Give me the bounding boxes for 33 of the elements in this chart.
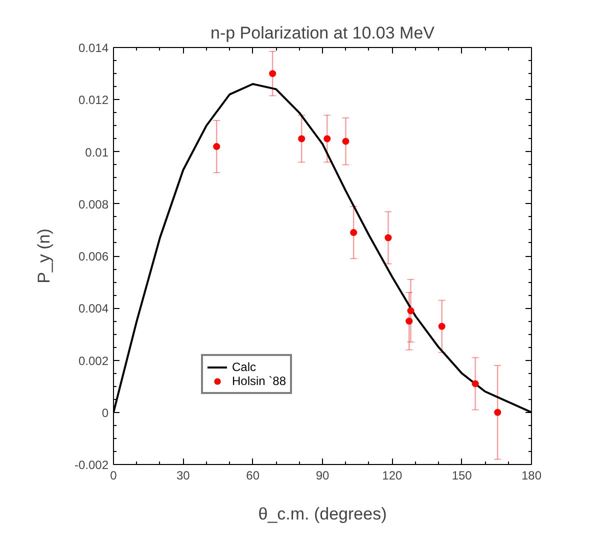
x-axis-title: θ_c.m. (degrees): [258, 504, 387, 524]
x-tick-label: 30: [176, 468, 190, 482]
point: [494, 408, 502, 416]
y-tick-label: 0.004: [78, 302, 109, 316]
point: [342, 138, 350, 145]
point: [269, 70, 276, 78]
point: [406, 318, 413, 325]
point: [324, 135, 331, 142]
legend-label: Calc: [232, 360, 256, 374]
y-tick-label: 0.01: [85, 145, 109, 160]
point: [472, 380, 479, 388]
y-tick-label: -0.002: [74, 458, 109, 472]
y-tick-label: 0.012: [78, 93, 109, 108]
x-tick-label: 180: [521, 468, 542, 482]
x-tick-label: 150: [452, 468, 472, 482]
point: [350, 229, 358, 236]
y-tick-label: 0.006: [78, 250, 109, 264]
y-tick-label: 0.008: [78, 197, 109, 212]
x-tick-label: 0: [110, 468, 118, 482]
x-tick-label: 90: [316, 468, 330, 482]
point: [298, 135, 306, 142]
point: [213, 143, 220, 150]
y-tick-label: 0: [102, 406, 109, 420]
point: [438, 322, 446, 330]
x-tick-label: 60: [246, 468, 260, 482]
legend-label: Holsin `88: [232, 374, 286, 388]
point: [407, 307, 414, 314]
chart-title: n-p Polarization at 10.03 MeV: [210, 24, 436, 42]
y-tick-label: 0.014: [78, 41, 109, 55]
y-tick-label: 0.002: [78, 354, 109, 368]
x-tick-label: 120: [382, 468, 403, 482]
point: [384, 234, 392, 242]
y-axis-title: P_y (n): [34, 228, 54, 284]
